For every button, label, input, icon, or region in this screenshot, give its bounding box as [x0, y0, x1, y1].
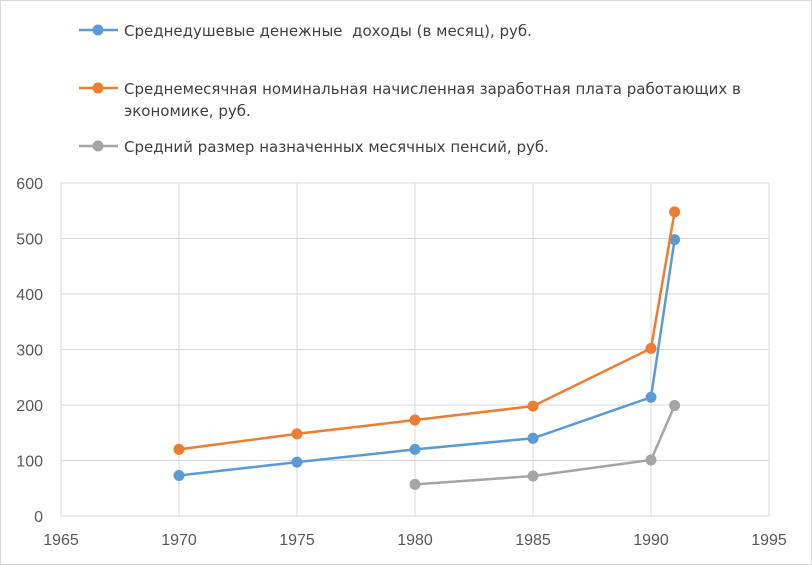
data-point: [669, 234, 681, 246]
data-point: [669, 206, 681, 218]
series-line: [414, 405, 676, 486]
data-point: [645, 454, 657, 466]
legend-label: Среднедушевые денежные доходы (в месяц),…: [124, 22, 532, 40]
data-point: [527, 470, 539, 482]
legend-label: экономике, руб.: [124, 102, 251, 120]
data-point: [173, 443, 185, 455]
series-3: [409, 400, 681, 490]
series-line: [178, 211, 676, 451]
x-tick-label: 1975: [279, 532, 315, 549]
y-tick-label: 200: [16, 398, 43, 415]
data-point: [291, 428, 303, 440]
series-group: [173, 206, 681, 490]
x-tick-label: 1965: [43, 532, 79, 549]
y-tick-label: 0: [34, 509, 43, 526]
data-point: [669, 400, 681, 412]
x-tick-label: 1990: [633, 532, 669, 549]
gridlines: [60, 182, 770, 517]
data-point: [291, 456, 303, 468]
legend-label: Среднемесячная номинальная начисленная з…: [124, 80, 741, 98]
y-axis-tick-labels: 0 100 200 300 400 500 600: [16, 176, 43, 526]
legend-swatch-marker: [92, 82, 104, 94]
data-point: [527, 432, 539, 444]
legend-swatch-marker: [92, 140, 104, 152]
data-point: [527, 400, 539, 412]
series-line: [178, 239, 676, 477]
legend: Среднедушевые денежные доходы (в месяц),…: [79, 22, 741, 156]
x-tick-label: 1985: [515, 532, 551, 549]
y-tick-label: 500: [16, 232, 43, 249]
data-point: [173, 469, 185, 481]
series-2: [173, 206, 681, 455]
data-point: [409, 414, 421, 426]
x-axis-tick-labels: 1965 1970 1975 1980 1985 1990 1995: [43, 532, 787, 549]
x-tick-label: 1970: [161, 532, 197, 549]
legend-item-3: Средний размер назначенных месячных пенс…: [79, 138, 549, 156]
legend-item-1: Среднедушевые денежные доходы (в месяц),…: [79, 22, 532, 40]
x-tick-label: 1995: [751, 532, 787, 549]
data-point: [645, 342, 657, 354]
data-point: [645, 391, 657, 403]
legend-label: Средний размер назначенных месячных пенс…: [124, 138, 549, 156]
legend-swatch-marker: [92, 24, 104, 36]
y-tick-label: 400: [16, 287, 43, 304]
series-1: [173, 234, 681, 481]
data-point: [409, 443, 421, 455]
y-tick-label: 600: [16, 176, 43, 193]
data-point: [409, 478, 421, 490]
x-tick-label: 1980: [397, 532, 433, 549]
y-tick-label: 100: [16, 454, 43, 471]
y-tick-label: 300: [16, 343, 43, 360]
legend-item-2: Среднемесячная номинальная начисленная з…: [79, 80, 741, 120]
